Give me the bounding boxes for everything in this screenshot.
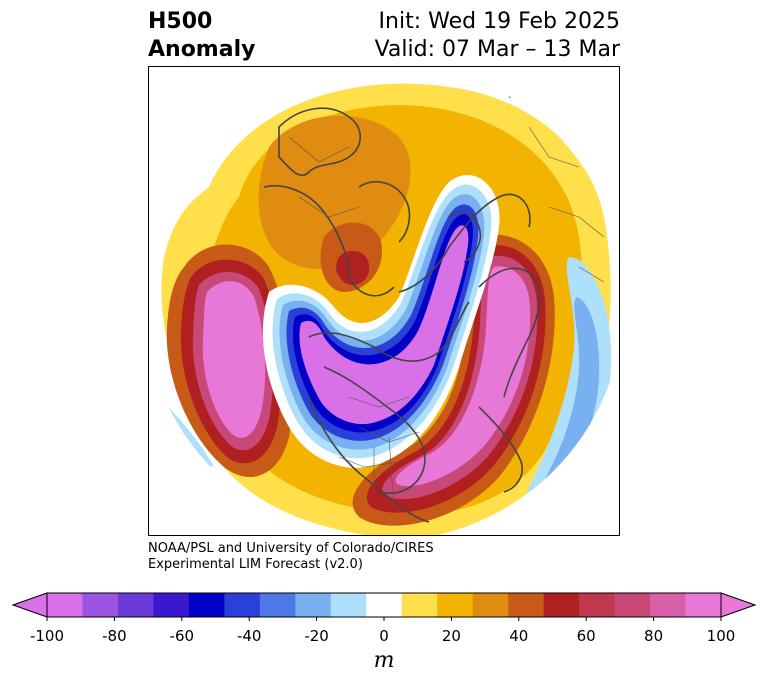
political-borders — [288, 126, 605, 508]
title-line-2: Anomaly — [148, 37, 256, 62]
colorbar-segment — [153, 593, 190, 617]
colorbar-segment — [366, 593, 403, 617]
colorbar-segment — [188, 593, 225, 617]
colorbar-low-extend-arrow — [11, 592, 48, 618]
colorbar-tick-label: 100 — [706, 627, 736, 645]
map-title: H500 Anomaly — [148, 8, 255, 64]
colorbar-tick-label: 0 — [379, 627, 389, 645]
colorbar — [11, 592, 757, 621]
polar-map — [157, 83, 612, 535]
colorbar-segment — [82, 593, 119, 617]
date-info: Init: Wed 19 Feb 2025 Valid: 07 Mar – 13… — [375, 8, 620, 64]
colorbar-segment — [47, 593, 83, 617]
colorbar-segment — [437, 593, 474, 617]
colorbar-segment — [117, 593, 154, 617]
colorbar-tick-label: -80 — [102, 627, 127, 645]
colorbar-segment — [650, 593, 687, 617]
valid-range: Valid: 07 Mar – 13 Mar — [374, 37, 620, 62]
colorbar-segment — [295, 593, 332, 617]
colorbar-tick-label: -20 — [304, 627, 329, 645]
map-panel — [148, 66, 620, 536]
colorbar-segment — [543, 593, 580, 617]
colorbar-tick-label: 40 — [509, 627, 529, 645]
colorbar-tick-label: -60 — [169, 627, 195, 645]
colorbar-segment — [401, 593, 438, 617]
colorbar-tick-label: 80 — [644, 627, 664, 645]
credit-text: NOAA/PSL and University of Colorado/CIRE… — [148, 541, 434, 573]
colorbar-outline — [46, 592, 722, 618]
colorbar-tick-label: 20 — [441, 627, 461, 645]
colorbar-tick-label: 60 — [576, 627, 596, 645]
colorbar-segment — [224, 593, 261, 617]
colorbar-segment — [508, 593, 545, 617]
credit-line-2: Experimental LIM Forecast (v2.0) — [148, 557, 363, 572]
colorbar-segment — [330, 593, 367, 617]
colorbar-tick-label: -100 — [29, 627, 65, 645]
colorbar-segment — [259, 593, 296, 617]
colorbar-high-extend-arrow — [720, 592, 757, 618]
init-date: Init: Wed 19 Feb 2025 — [378, 9, 620, 34]
title-line-1: H500 — [148, 9, 213, 34]
colorbar-segment — [579, 593, 616, 617]
colorbar-tick-label: -40 — [236, 627, 262, 645]
credit-line-1: NOAA/PSL and University of Colorado/CIRE… — [148, 541, 434, 556]
colorbar-segment — [614, 593, 651, 617]
colorbar-segment — [472, 593, 509, 617]
colorbar-unit: m — [373, 648, 395, 673]
colorbar-segment — [685, 593, 722, 617]
